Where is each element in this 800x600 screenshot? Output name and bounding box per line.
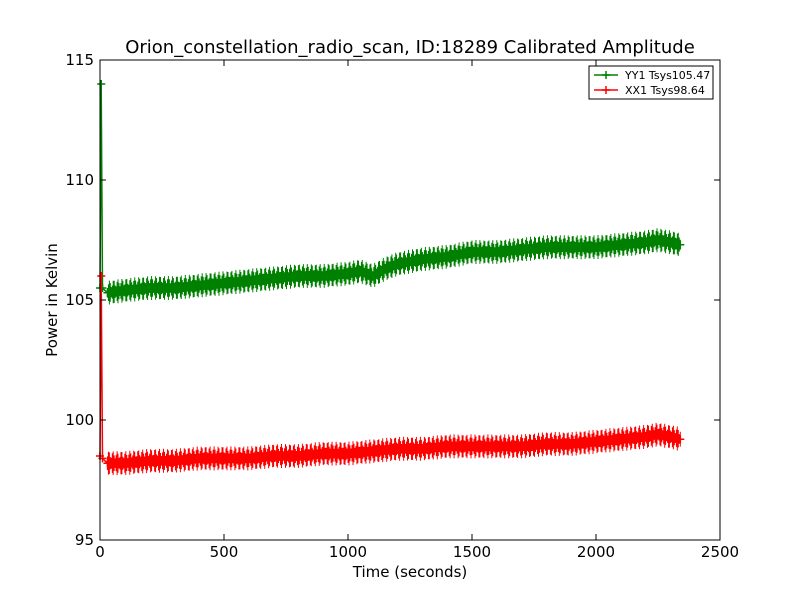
data-point (676, 240, 685, 249)
data-point (170, 284, 179, 292)
data-point (220, 279, 228, 288)
data-point (103, 288, 112, 297)
data-point (592, 437, 600, 446)
y-tick-label: 100 (65, 411, 94, 429)
data-point (220, 454, 228, 463)
legend-label: YY1 Tsys105.47 (624, 69, 710, 82)
data-point (195, 281, 204, 290)
data-point (654, 430, 662, 439)
data-point (542, 243, 551, 252)
data-point (294, 452, 303, 460)
data-point (418, 444, 427, 453)
data-point (492, 442, 501, 451)
data-point (120, 286, 129, 295)
data-point (676, 435, 685, 444)
data-point (344, 449, 352, 458)
data-point (145, 456, 154, 465)
x-tick-label: 0 (95, 543, 105, 561)
legend-box (588, 65, 714, 100)
data-point (616, 435, 625, 444)
data-point (344, 269, 352, 278)
plot-area (96, 80, 685, 476)
data-point (356, 267, 365, 276)
data-point (120, 459, 129, 468)
y-tick-label: 115 (65, 51, 94, 69)
data-point (195, 454, 204, 463)
data-point (567, 243, 576, 252)
legend-item: YY1 Tsys105.47 (594, 69, 710, 82)
data-point (418, 255, 427, 264)
data-point (269, 274, 278, 283)
data-point (492, 248, 501, 256)
data-point (443, 252, 452, 261)
data-point (468, 248, 476, 256)
data-point (381, 264, 390, 273)
data-point (269, 452, 278, 460)
legend-marker (602, 86, 610, 94)
data-point (393, 260, 402, 268)
axis-ticks: 0 500 1000 1500 2000 2500 95 100 105 110 115 (65, 51, 739, 561)
x-tick-label: 2000 (577, 543, 615, 561)
data-point (517, 245, 526, 254)
data-point (567, 440, 576, 448)
data-point (393, 444, 402, 453)
data-point (542, 440, 551, 448)
data-point (368, 272, 377, 280)
data-point (103, 459, 112, 468)
data-point (592, 243, 600, 252)
series-1 (96, 80, 685, 305)
data-point (294, 272, 303, 280)
legend-item: XX1 Tsys98.64 (594, 84, 705, 97)
data-point (641, 432, 650, 441)
x-tick-label: 2500 (701, 543, 739, 561)
data-point (368, 447, 377, 456)
y-axis-label: Power in Kelvin (43, 243, 61, 357)
data-point (616, 240, 625, 249)
data-point (170, 456, 179, 465)
legend-marker (602, 71, 610, 79)
data-point (666, 238, 675, 247)
data-point (319, 449, 328, 458)
y-tick-label: 95 (75, 531, 94, 549)
data-point (145, 284, 154, 292)
data-point (468, 442, 476, 451)
data-point (244, 454, 253, 463)
data-point (517, 442, 526, 451)
x-axis-label: Time (seconds) (352, 563, 468, 581)
data-point (97, 272, 106, 280)
chart-title: Orion_constellation_radio_scan, ID:18289… (125, 37, 695, 58)
data-point (654, 236, 662, 244)
legend-label: XX1 Tsys98.64 (625, 84, 705, 97)
x-tick-label: 1500 (453, 543, 491, 561)
y-tick-label: 105 (65, 291, 94, 309)
data-point (666, 432, 675, 441)
data-point (244, 276, 253, 285)
x-tick-label: 1000 (329, 543, 367, 561)
data-point (641, 238, 650, 247)
data-point (97, 80, 106, 88)
data-point (443, 442, 452, 451)
data-point (319, 272, 328, 280)
y-tick-label: 110 (65, 171, 94, 189)
x-tick-label: 500 (210, 543, 239, 561)
legend: YY1 Tsys105.47 XX1 Tsys98.64 (588, 65, 714, 100)
